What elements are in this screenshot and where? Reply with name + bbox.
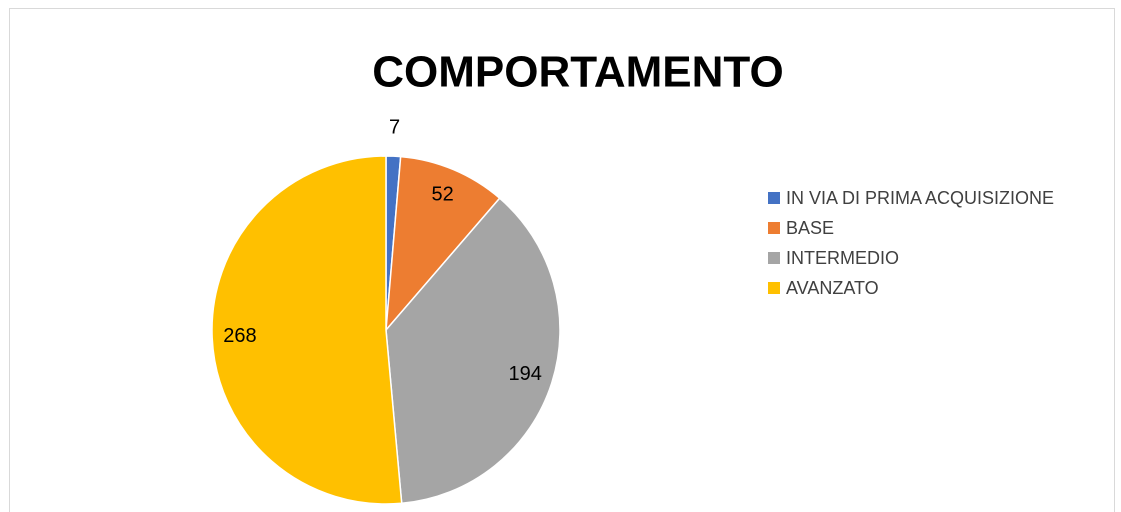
data-label: 52 bbox=[432, 184, 454, 206]
legend-label: INTERMEDIO bbox=[786, 248, 900, 268]
chart-title: COMPORTAMENTO bbox=[372, 48, 783, 97]
legend-swatch bbox=[768, 192, 780, 204]
chart-border bbox=[9, 8, 1115, 512]
data-label: 194 bbox=[508, 363, 541, 385]
legend-label: AVANZATO bbox=[786, 278, 879, 298]
legend-item: INTERMEDIO bbox=[768, 247, 1073, 269]
pie-slice bbox=[211, 155, 403, 505]
legend-item: BASE bbox=[768, 217, 1073, 239]
legend-item: IN VIA DI PRIMA ACQUISIZIONE bbox=[768, 187, 1073, 209]
legend-swatch bbox=[768, 282, 780, 294]
legend-swatch bbox=[768, 252, 780, 264]
legend-label: IN VIA DI PRIMA ACQUISIZIONE bbox=[786, 188, 1055, 208]
legend: IN VIA DI PRIMA ACQUISIZIONE BASE INTERMED… bbox=[768, 187, 1073, 307]
legend-label: BASE bbox=[786, 218, 835, 238]
legend-item: AVANZATO bbox=[768, 277, 1073, 299]
pie-slice bbox=[385, 197, 561, 505]
pie-slice bbox=[385, 155, 501, 333]
data-label: 268 bbox=[223, 325, 256, 347]
legend-swatch bbox=[768, 222, 780, 234]
data-label: 7 bbox=[389, 117, 400, 139]
